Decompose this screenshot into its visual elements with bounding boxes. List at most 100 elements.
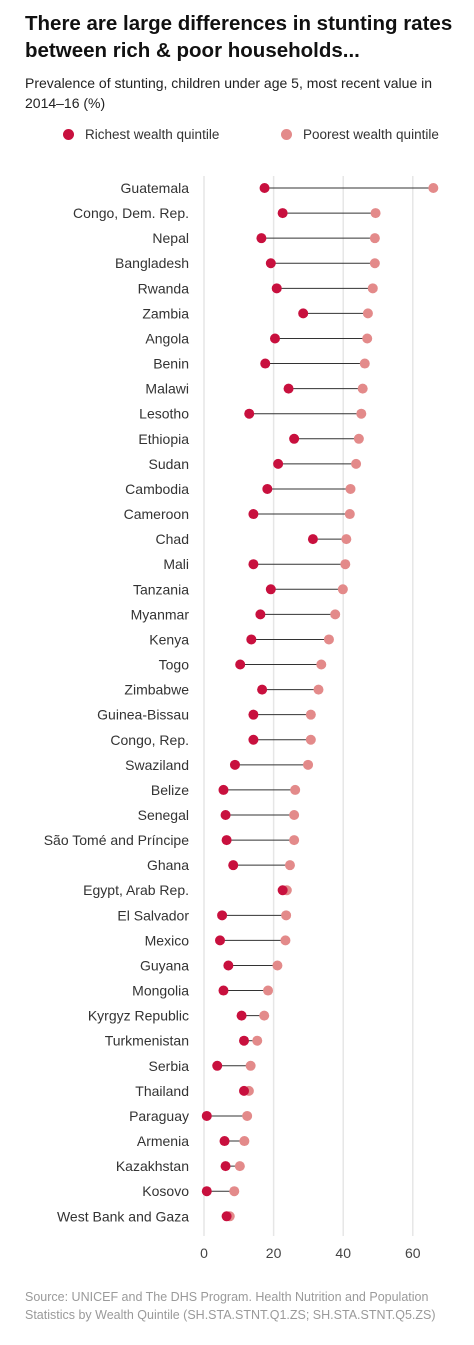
richest-quintile-dot	[248, 734, 259, 745]
poorest-quintile-dot	[263, 985, 274, 996]
richest-quintile-dot	[307, 534, 318, 545]
poorest-quintile-dot	[239, 1136, 250, 1147]
category-label: Benin	[153, 356, 189, 372]
category-label: Thailand	[135, 1083, 189, 1099]
x-tick-label-20: 20	[266, 1245, 282, 1261]
dot-plot-chart: 0 20 40 60 Guatemala Congo, Dem. Rep. Nepal Ban…	[44, 176, 439, 1261]
richest-quintile-dot	[289, 433, 300, 444]
category-label: Cameroon	[124, 506, 189, 522]
source-note: Source: UNICEF and The DHS Program. Heal…	[25, 1290, 436, 1322]
richest-quintile-dot	[260, 358, 271, 369]
category-label: Ghana	[147, 857, 189, 873]
category-label: Guinea-Bissau	[97, 707, 189, 723]
poorest-quintile-dot	[367, 283, 378, 294]
richest-quintile-dot	[239, 1085, 250, 1096]
category-label: Turkmenistan	[105, 1033, 189, 1049]
richest-quintile-dot	[228, 860, 239, 871]
richest-quintile-dot	[262, 483, 273, 494]
richest-quintile-dot	[215, 935, 226, 946]
richest-quintile-dot	[283, 383, 294, 394]
category-label: Angola	[145, 330, 189, 346]
category-label: Kazakhstan	[116, 1158, 189, 1174]
richest-quintile-dot	[235, 659, 246, 670]
legend-marker-richest	[63, 129, 74, 140]
category-label: Kyrgyz Republic	[88, 1008, 189, 1024]
richest-quintile-dot	[221, 1211, 232, 1222]
category-label: Armenia	[137, 1133, 189, 1149]
poorest-quintile-dot	[369, 258, 380, 269]
category-label: Belize	[151, 782, 189, 798]
legend-label-poorest: Poorest wealth quintile	[303, 127, 439, 142]
richest-quintile-dot	[248, 559, 259, 570]
poorest-quintile-dot	[289, 835, 300, 846]
category-label: São Tomé and Príncipe	[44, 832, 189, 848]
poorest-quintile-dot	[362, 308, 373, 319]
chart-subtitle: Prevalence of stunting, children under a…	[25, 75, 433, 111]
richest-quintile-dot	[244, 408, 255, 419]
category-label: Myanmar	[131, 606, 190, 622]
poorest-quintile-dot	[356, 408, 367, 419]
richest-quintile-dot	[236, 1010, 247, 1021]
richest-quintile-dot	[277, 885, 288, 896]
poorest-quintile-dot	[370, 208, 381, 219]
category-label: Mongolia	[132, 983, 189, 999]
poorest-quintile-dot	[353, 433, 364, 444]
poorest-quintile-dot	[359, 358, 370, 369]
poorest-quintile-dot	[234, 1161, 245, 1172]
poorest-quintile-dot	[303, 759, 314, 770]
richest-quintile-dot	[257, 684, 268, 695]
richest-quintile-dot	[218, 985, 229, 996]
richest-quintile-dot	[265, 258, 276, 269]
category-label: Nepal	[152, 230, 189, 246]
poorest-quintile-dot	[323, 634, 334, 645]
category-label: Congo, Rep.	[110, 732, 189, 748]
category-label: Ethiopia	[138, 431, 189, 447]
poorest-quintile-dot	[313, 684, 324, 695]
category-label: Congo, Dem. Rep.	[73, 205, 189, 221]
richest-quintile-dot	[269, 333, 280, 344]
richest-quintile-dot	[201, 1110, 212, 1121]
poorest-quintile-dot	[369, 233, 380, 244]
poorest-quintile-dot	[357, 383, 368, 394]
poorest-quintile-dot	[344, 509, 355, 520]
category-label: Rwanda	[138, 280, 190, 296]
category-label: Zimbabwe	[124, 682, 189, 698]
poorest-quintile-dot	[259, 1010, 270, 1021]
richest-quintile-dot	[218, 784, 229, 795]
poorest-quintile-dot	[351, 458, 362, 469]
category-label: West Bank and Gaza	[57, 1208, 189, 1224]
poorest-quintile-dot	[229, 1186, 240, 1197]
poorest-quintile-dot	[330, 609, 341, 620]
richest-quintile-dot	[248, 709, 259, 720]
poorest-quintile-dot	[305, 734, 316, 745]
category-label: Paraguay	[129, 1108, 189, 1124]
category-label: Serbia	[149, 1058, 190, 1074]
poorest-quintile-dot	[284, 860, 295, 871]
richest-quintile-dot	[220, 810, 231, 820]
richest-quintile-dot	[212, 1060, 223, 1071]
richest-quintile-dot	[239, 1035, 250, 1046]
poorest-quintile-dot	[272, 960, 283, 971]
chart-title: There are large differences in stunting …	[25, 12, 453, 62]
richest-quintile-dot	[223, 960, 234, 971]
poorest-quintile-dot	[280, 935, 291, 946]
x-tick-label-60: 60	[405, 1245, 421, 1261]
richest-quintile-dot	[248, 509, 259, 520]
poorest-quintile-dot	[341, 534, 352, 545]
poorest-quintile-dot	[290, 784, 301, 795]
legend-marker-poorest	[281, 129, 292, 140]
x-tick-label-40: 40	[335, 1245, 351, 1261]
poorest-quintile-dot	[305, 709, 316, 720]
category-label: Guatemala	[121, 180, 190, 196]
richest-quintile-dot	[265, 584, 276, 595]
category-label: Chad	[156, 531, 189, 547]
richest-quintile-dot	[201, 1186, 212, 1197]
richest-quintile-dot	[229, 759, 240, 770]
category-label: Kenya	[149, 631, 189, 647]
richest-quintile-dot	[273, 458, 284, 469]
category-label: Lesotho	[139, 406, 189, 422]
category-label: Swaziland	[125, 757, 189, 773]
category-label: Zambia	[142, 305, 189, 321]
poorest-quintile-dot	[316, 659, 327, 670]
category-label: Egypt, Arab Rep.	[83, 882, 189, 898]
